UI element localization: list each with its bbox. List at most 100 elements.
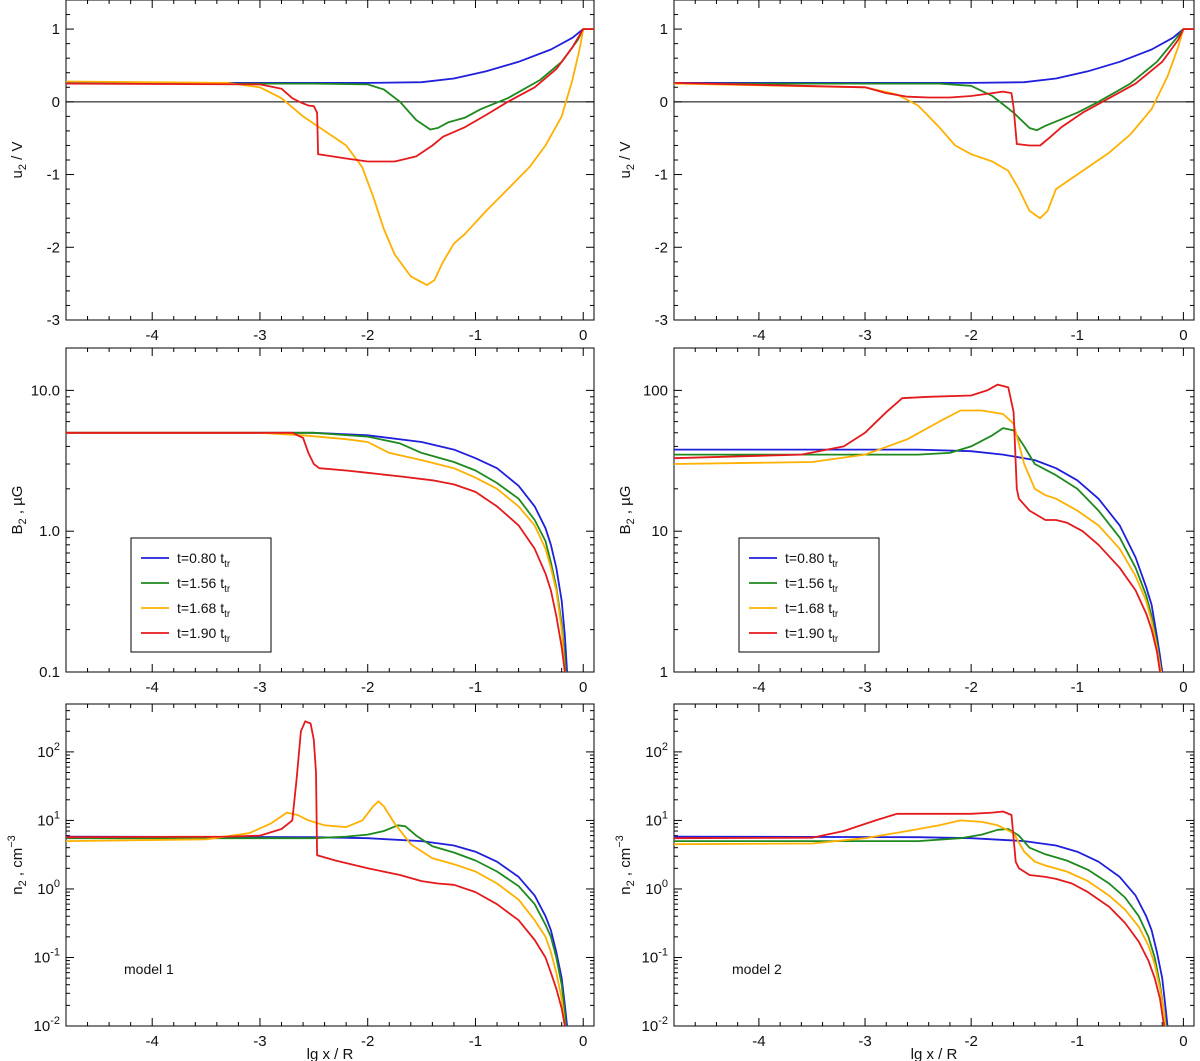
y-tick-label: 10-2 xyxy=(642,1015,668,1035)
y-tick-label: 10-2 xyxy=(34,1015,60,1035)
y-tick-label: -2 xyxy=(47,239,60,256)
plot-frame xyxy=(65,703,595,1027)
x-tick-label: -4 xyxy=(752,327,765,344)
x-tick-label: -2 xyxy=(964,327,977,344)
model-annotation: model 1 xyxy=(124,961,174,977)
series-line-4 xyxy=(66,720,566,1026)
legend-label: t=1.68 ttr xyxy=(785,600,839,620)
x-tick-label: -2 xyxy=(964,679,977,696)
series-line-3 xyxy=(674,409,1162,672)
plot-frame xyxy=(65,347,595,673)
x-tick-label: -1 xyxy=(1071,1033,1084,1050)
panel-B-model2: -4 -3 -2 -1 0 100 10 1 B2 , µG t=0.80 ttr t=1.56 t… xyxy=(617,347,1195,696)
series-line-2 xyxy=(674,427,1162,672)
x-tick-label: -2 xyxy=(964,1033,977,1050)
legend: t=0.80 ttr t=1.56 ttr t=1.68 ttr t=1.90 ttr xyxy=(738,537,880,653)
series-line-2 xyxy=(66,824,567,1026)
x-tick-label: -4 xyxy=(146,1033,159,1050)
x-tick-label: -1 xyxy=(469,1033,482,1050)
series-line-3 xyxy=(66,28,594,286)
y-tick-label: 10-1 xyxy=(34,946,60,966)
x-tick-label: -2 xyxy=(361,327,374,344)
x-tick-label: -4 xyxy=(146,679,159,696)
series-line-1 xyxy=(66,431,568,672)
y-tick-label: 100 xyxy=(37,878,60,898)
x-tick-label: -1 xyxy=(1071,679,1084,696)
panel-B-model1: -4 -3 -2 -1 0 10.0 1.0 0.1 B2 , µG t=0.80 ttr t=1.… xyxy=(9,347,595,696)
panel-u-model1: -4 -3 -2 -1 0 1 0 -1 -2 -3 u2 / V xyxy=(9,0,595,344)
x-tick-label: -4 xyxy=(752,679,765,696)
y-tick-label: 101 xyxy=(37,809,60,829)
series-line-4 xyxy=(66,28,594,163)
series-line-3 xyxy=(674,28,1194,220)
plot-frame xyxy=(673,703,1195,1027)
x-tick-label: -3 xyxy=(253,679,266,696)
y-axis-label: B2 , µG xyxy=(617,486,637,535)
series-line-3 xyxy=(66,431,566,672)
series-line-4 xyxy=(674,810,1166,1026)
legend-label: t=1.56 ttr xyxy=(785,575,839,595)
y-tick-label: -1 xyxy=(655,167,668,184)
model-annotation: model 2 xyxy=(732,961,782,977)
series-line-3 xyxy=(66,800,566,1026)
y-tick-label: 102 xyxy=(37,741,60,761)
y-tick-label: 1 xyxy=(660,21,668,38)
x-tick-label: -2 xyxy=(361,1033,374,1050)
x-tick-label: -3 xyxy=(858,327,871,344)
series-line-1 xyxy=(66,835,568,1026)
legend-label: t=0.80 ttr xyxy=(785,550,839,570)
x-tick-label: 0 xyxy=(579,1033,587,1050)
y-tick-label: 10.0 xyxy=(31,382,60,399)
panel-u-model2: -4 -3 -2 -1 0 1 0 -1 -2 -3 u2 / V xyxy=(617,0,1195,344)
y-tick-label: 10-1 xyxy=(642,946,668,966)
legend-label: t=0.80 ttr xyxy=(177,550,231,570)
x-tick-label: 0 xyxy=(1179,327,1187,344)
panel-n-model1: -4 -3 -2 -1 0 102 101 100 10-1 10-2 n2 , cm−3 lg x … xyxy=(6,703,595,1061)
y-tick-label: -1 xyxy=(47,167,60,184)
series-line-4 xyxy=(674,28,1194,147)
y-axis-label: n2 , cm−3 xyxy=(614,835,637,895)
y-tick-label: 0 xyxy=(660,94,668,111)
y-tick-label: -3 xyxy=(655,312,668,329)
y-axis-label: n2 , cm−3 xyxy=(6,835,29,895)
legend-label: t=1.56 ttr xyxy=(177,575,231,595)
x-tick-label: 0 xyxy=(1179,679,1187,696)
x-tick-label: -4 xyxy=(146,327,159,344)
y-tick-label: -3 xyxy=(47,312,60,329)
x-tick-label: -1 xyxy=(1071,327,1084,344)
y-axis-label: B2 , µG xyxy=(9,486,29,535)
series-line-1 xyxy=(674,448,1164,672)
panel-n-model2: -4 -3 -2 -1 0 102 101 100 10-1 10-2 n2 , cm−3 lg x … xyxy=(614,703,1195,1061)
y-axis-label: u2 / V xyxy=(617,142,637,179)
plot-frame xyxy=(673,0,1195,321)
series-line-2 xyxy=(674,28,1194,132)
y-tick-label: 1.0 xyxy=(39,523,60,540)
y-tick-label: 100 xyxy=(643,382,668,399)
x-tick-label: -3 xyxy=(253,327,266,344)
y-tick-label: -2 xyxy=(655,239,668,256)
x-tick-label: 0 xyxy=(1179,1033,1187,1050)
series-line-2 xyxy=(66,431,567,672)
series-line-2 xyxy=(66,28,594,131)
x-tick-label: -3 xyxy=(253,1033,266,1050)
x-axis-label: lg x / R xyxy=(307,1046,354,1061)
series-line-4 xyxy=(66,431,566,672)
legend: t=0.80 ttr t=1.56 ttr t=1.68 ttr t=1.90 ttr xyxy=(130,537,272,653)
x-tick-label: 0 xyxy=(579,679,587,696)
plot-frame xyxy=(673,347,1195,673)
y-tick-label: 1 xyxy=(660,664,668,681)
legend-label: t=1.68 ttr xyxy=(177,600,231,620)
series-line-3 xyxy=(674,819,1167,1026)
y-tick-label: 100 xyxy=(645,878,668,898)
y-tick-label: 102 xyxy=(645,741,668,761)
series-line-1 xyxy=(66,28,594,84)
y-tick-label: 101 xyxy=(645,809,668,829)
x-tick-label: 0 xyxy=(579,327,587,344)
x-tick-label: -3 xyxy=(858,1033,871,1050)
x-tick-label: -3 xyxy=(858,679,871,696)
x-axis-label: lg x / R xyxy=(911,1046,958,1061)
series-line-1 xyxy=(674,28,1194,84)
legend-label: t=1.90 ttr xyxy=(785,625,839,645)
y-tick-label: 10 xyxy=(651,523,668,540)
